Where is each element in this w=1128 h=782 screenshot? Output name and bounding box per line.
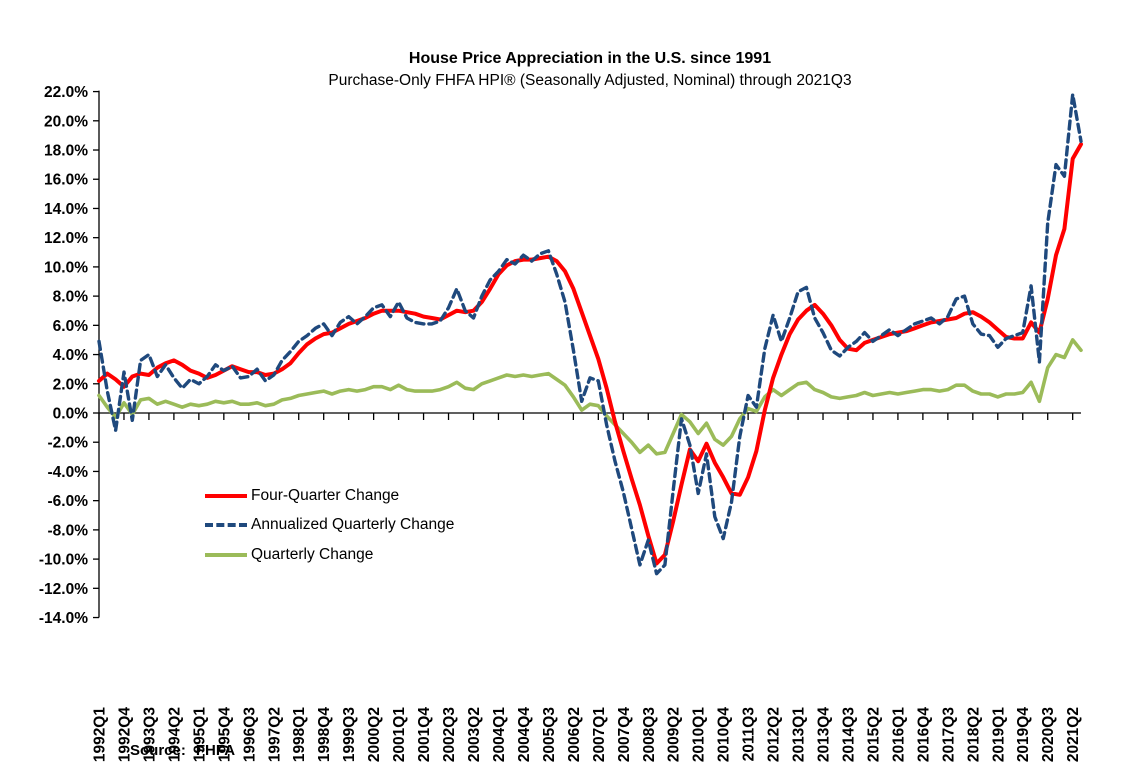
x-tick-label: 1993Q3: [141, 707, 158, 763]
x-tick-label: 2013Q1: [791, 707, 808, 763]
series-line-annualized-quarterly-change: [97, 92, 1083, 576]
x-tick-label: 1996Q3: [241, 707, 258, 763]
x-tick-label: 1992Q1: [92, 707, 109, 763]
y-tick-label: -12.0%: [39, 581, 88, 598]
y-tick-label: 20.0%: [44, 113, 88, 130]
x-tick-label: 2015Q2: [865, 707, 882, 762]
series-line-four-quarter-change: [97, 142, 1083, 566]
series-line-quarterly-change: [97, 338, 1083, 456]
x-tick-label: 2004Q4: [516, 707, 533, 763]
x-tick-label: 2019Q1: [990, 707, 1007, 763]
x-tick-label: 2005Q3: [541, 707, 558, 763]
legend-item-quarterly-change: Quarterly Change: [205, 540, 454, 570]
x-tick-label: 2017Q3: [940, 707, 957, 763]
y-tick-label: 14.0%: [44, 201, 88, 218]
legend-line-sample-blue-dashed: [205, 523, 247, 528]
y-tick-label: -2.0%: [48, 435, 89, 452]
legend-line-sample-green: [205, 552, 247, 557]
y-tick-label: -4.0%: [48, 464, 89, 481]
x-tick-label: 1998Q4: [316, 707, 333, 763]
y-tick-label: -8.0%: [48, 522, 89, 539]
x-tick-label: 2001Q1: [391, 707, 408, 763]
y-tick-label: 16.0%: [44, 172, 88, 189]
x-tick-label: 2004Q1: [491, 707, 508, 763]
y-tick-label: 6.0%: [53, 318, 89, 335]
legend-item-annualized-quarterly-change: Annualized Quarterly Change: [205, 511, 454, 541]
x-tick-label: 2012Q2: [766, 707, 783, 762]
y-tick-label: 18.0%: [44, 143, 88, 160]
x-tick-label: 2010Q1: [691, 707, 708, 763]
x-tick-label: 2018Q2: [965, 707, 982, 762]
x-tick-label: 2020Q3: [1040, 707, 1057, 763]
x-tick-label: 2010Q4: [716, 707, 733, 763]
y-tick-label: 10.0%: [44, 259, 88, 276]
chart-subtitle: Purchase-Only FHFA HPI® (Seasonally Adju…: [328, 72, 852, 89]
y-tick-label: 12.0%: [44, 230, 88, 247]
y-tick-label: -14.0%: [39, 610, 88, 627]
legend: Four-Quarter Change Annualized Quarterly…: [205, 481, 454, 570]
legend-label: Quarterly Change: [251, 545, 374, 563]
legend-item-four-quarter-change: Four-Quarter Change: [205, 481, 454, 511]
x-tick-label: 1997Q2: [266, 707, 283, 762]
x-tick-label: 2021Q2: [1065, 707, 1082, 762]
chart-title-block: House Price Appreciation in the U.S. sin…: [90, 48, 1090, 92]
x-tick-label: 1998Q1: [291, 707, 308, 763]
source-value: FHFA: [195, 742, 236, 759]
x-tick-label: 2007Q4: [616, 707, 633, 763]
legend-label: Four-Quarter Change: [251, 486, 400, 504]
x-tick-label: 2019Q4: [1015, 707, 1032, 763]
y-tick-label: 2.0%: [53, 376, 89, 393]
x-tick-label: 2002Q3: [441, 707, 458, 763]
x-tick-label: 2003Q2: [466, 707, 483, 762]
y-tick-label: -10.0%: [39, 552, 88, 569]
x-tick-label: 2009Q2: [666, 707, 683, 762]
x-tick-label: 2016Q4: [915, 707, 932, 763]
legend-line-sample-red: [205, 493, 247, 498]
legend-label: Annualized Quarterly Change: [251, 516, 455, 534]
x-tick-label: 2008Q3: [641, 707, 658, 763]
source-label: Source:: [130, 742, 186, 759]
y-tick-label: 4.0%: [53, 347, 89, 364]
x-tick-label: 1995Q4: [216, 707, 233, 763]
x-tick-label: 1995Q1: [191, 707, 208, 763]
x-tick-label: 1992Q4: [116, 707, 133, 763]
x-tick-label: 2000Q2: [366, 707, 383, 762]
chart-title: House Price Appreciation in the U.S. sin…: [408, 50, 772, 67]
x-tick-label: 2014Q3: [840, 707, 857, 763]
source-note: Source: FHFA: [130, 742, 235, 759]
x-tick-label: 1994Q2: [166, 707, 183, 762]
x-tick-label: 2016Q1: [890, 707, 907, 763]
y-tick-label: 8.0%: [53, 289, 89, 306]
x-tick-label: 2011Q3: [741, 707, 758, 762]
x-tick-label: 2001Q4: [416, 707, 433, 763]
y-tick-label: -6.0%: [48, 493, 89, 510]
y-tick-label: 0.0%: [53, 406, 89, 423]
x-tick-label: 2013Q4: [816, 707, 833, 763]
x-tick-label: 2007Q1: [591, 707, 608, 763]
x-tick-label: 1999Q3: [341, 707, 358, 763]
x-tick-label: 2006Q2: [566, 707, 583, 762]
y-tick-label: 22.0%: [44, 84, 88, 101]
